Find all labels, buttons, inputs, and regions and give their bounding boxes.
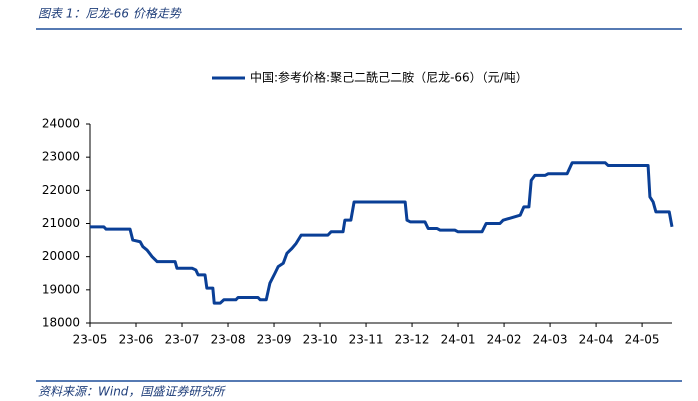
x-tick-label: 24-01 xyxy=(441,333,476,347)
y-tick-label: 22000 xyxy=(42,183,80,197)
y-tick-label: 23000 xyxy=(42,150,80,164)
x-tick-label: 24-03 xyxy=(533,333,568,347)
x-tick-label: 23-06 xyxy=(119,333,154,347)
y-tick-label: 19000 xyxy=(42,282,80,296)
x-tick-label: 24-02 xyxy=(487,333,522,347)
x-tick-label: 24-05 xyxy=(625,333,660,347)
source-note: 资料来源：Wind，国盛证券研究所 xyxy=(38,385,226,399)
y-tick-label: 24000 xyxy=(42,117,80,131)
chart-title: 图表 1：尼龙-66 价格走势 xyxy=(38,7,182,21)
x-tick-label: 24-04 xyxy=(579,333,614,347)
x-tick-label: 23-07 xyxy=(165,333,200,347)
x-tick-label: 23-09 xyxy=(257,333,292,347)
data-line xyxy=(90,161,674,305)
x-tick-label: 23-12 xyxy=(395,333,430,347)
y-tick-label: 18000 xyxy=(42,316,80,330)
x-tick-label: 23-11 xyxy=(349,333,384,347)
x-tick-label: 23-05 xyxy=(73,333,108,347)
legend-label: 中国:参考价格:聚己二酰己二胺（尼龙-66）（元/吨） xyxy=(250,70,528,85)
x-tick-label: 23-10 xyxy=(303,333,338,347)
y-tick-label: 20000 xyxy=(42,249,80,263)
x-tick-label: 23-08 xyxy=(211,333,246,347)
y-tick-label: 21000 xyxy=(42,216,80,230)
